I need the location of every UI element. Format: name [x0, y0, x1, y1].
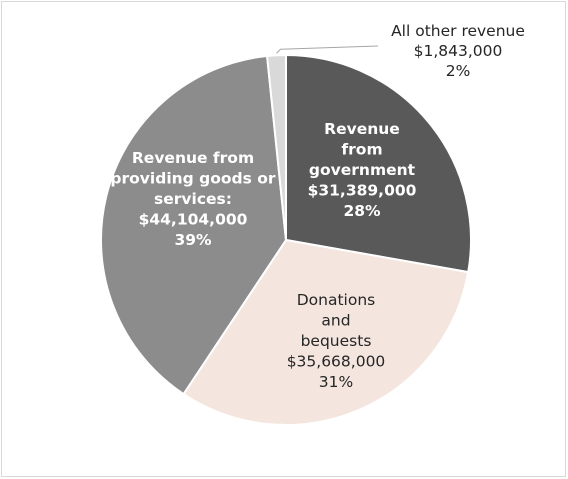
label-line: $31,389,000 — [308, 182, 417, 200]
label-line: 2% — [446, 62, 471, 80]
slice-revenue-from-providing-goods-or-services — [100, 54, 288, 396]
leader-line-all-other-revenue — [276, 45, 379, 54]
label-revenue-from-providing-goods-or-services: Revenue from providing goods or services: $… — [110, 149, 275, 249]
label-line: providing goods or — [110, 170, 275, 188]
label-donations-and-bequests: Donations and bequests $35,668,000 31% — [287, 291, 386, 391]
label-line: $35,668,000 — [287, 353, 386, 371]
label-line: and — [321, 312, 350, 330]
label-line: Donations — [297, 291, 376, 309]
slice-labels: Revenue from government $31,389,000 28% Donat… — [110, 22, 524, 391]
label-line: Revenue from — [132, 149, 254, 167]
label-line: from — [341, 141, 382, 159]
label-all-other-revenue: All other revenue $1,843,000 2% — [391, 22, 525, 80]
label-line: 31% — [319, 373, 353, 391]
label-line: services: — [154, 190, 232, 208]
slice-revenue-from-government — [285, 53, 472, 274]
label-line: Revenue — [324, 120, 400, 138]
label-line: 39% — [174, 231, 212, 249]
slice-all-other-revenue — [265, 53, 287, 241]
label-line: bequests — [301, 332, 372, 350]
label-line: All other revenue — [391, 22, 525, 40]
label-line: $1,843,000 — [414, 42, 503, 60]
pie-slices — [100, 53, 472, 426]
label-revenue-from-government: Revenue from government $31,389,000 28% — [308, 120, 417, 220]
label-line: government — [309, 161, 416, 179]
leader-lines — [276, 45, 379, 54]
slice-donations-and-bequests — [182, 238, 470, 426]
label-line: 28% — [343, 202, 381, 220]
label-line: $44,104,000 — [139, 211, 248, 229]
